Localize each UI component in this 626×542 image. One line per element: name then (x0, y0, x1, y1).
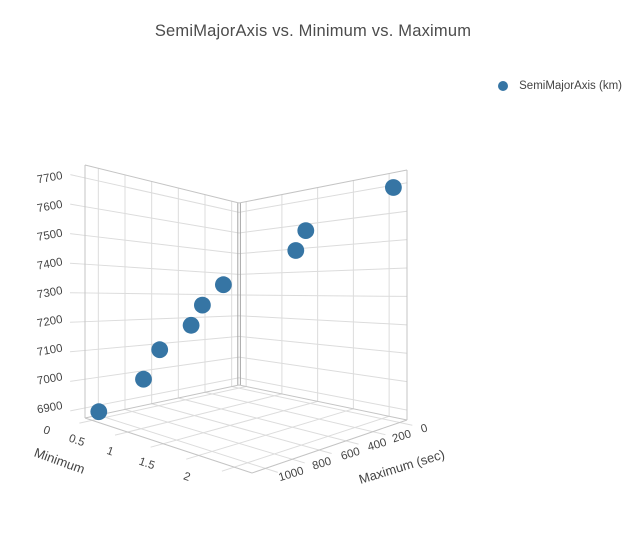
data-point-marker[interactable] (287, 242, 305, 259)
z-tick-label: 7000 (36, 371, 63, 387)
x-tick-label: 2 (182, 470, 192, 483)
z-gridline (69, 315, 408, 326)
floor-gridline-min (79, 386, 247, 424)
data-point-marker[interactable] (151, 341, 169, 359)
y-tick-label: 600 (340, 446, 362, 463)
floor-gridline-max (178, 397, 359, 445)
z-gridline (69, 262, 408, 275)
legend-label: SemiMajorAxis (km) (519, 80, 622, 92)
z-tick-label: 7100 (36, 343, 63, 359)
chart-title: SemiMajorAxis vs. Minimum vs. Maximum (154, 22, 472, 40)
floor-gridline-min (221, 415, 390, 472)
floor-front-left-edge (84, 417, 253, 474)
z-tick-label: 7700 (36, 170, 63, 186)
x-tick-label: 1.5 (137, 456, 156, 473)
z-tick-label: 7600 (36, 199, 63, 215)
y-tick-label: 1000 (277, 465, 305, 484)
z-gridline (70, 377, 408, 412)
z-gridline (70, 356, 408, 383)
data-points (90, 179, 402, 421)
data-point-marker[interactable] (135, 370, 152, 388)
axis-labels: 6900 7000 7100 7200 7300 7400 7500 7600 7700 0 0.5… (32, 170, 446, 487)
floor-gridline-min (114, 393, 283, 436)
z-gridline (70, 233, 408, 255)
data-point-marker[interactable] (297, 222, 315, 240)
z-tick-label: 7400 (36, 256, 63, 272)
y-tick-label: 800 (311, 456, 333, 473)
x-tick-label: 1 (105, 445, 115, 458)
bottom-left-wall-edge (84, 384, 240, 419)
bottom-right-wall-edge (238, 384, 408, 421)
legend-item-semimajoraxis[interactable]: SemiMajorAxis (km) (498, 80, 622, 92)
floor-gridline-max (98, 414, 278, 473)
floor-gridline-max (151, 403, 332, 455)
legend-marker-icon (498, 81, 509, 91)
top-left-wall-edge (84, 164, 240, 204)
data-point-marker[interactable] (194, 296, 211, 314)
x-tick-label: 0 (42, 424, 52, 437)
data-point-marker[interactable] (182, 316, 200, 334)
axis-edges (84, 164, 408, 474)
z-gridline (70, 203, 408, 234)
floor-gridline-min (186, 408, 354, 460)
x-axis-title: Minimum (32, 445, 87, 477)
z-gridline (70, 335, 408, 354)
data-point-marker[interactable] (385, 179, 402, 196)
floor-gridline-max (204, 391, 386, 436)
x-tick-label: 0.5 (67, 433, 86, 450)
z-gridline (69, 292, 408, 297)
floor-gridline-min (150, 400, 318, 448)
floor-gridline-max (231, 386, 413, 426)
y-tick-label: 400 (366, 437, 388, 454)
data-point-marker[interactable] (215, 276, 232, 294)
top-right-wall-edge (238, 169, 408, 204)
floor-front-right-edge (251, 419, 408, 474)
z-tick-label: 7200 (36, 314, 63, 330)
data-point-marker[interactable] (90, 403, 108, 421)
floor-gridline-max (124, 408, 305, 464)
z-tick-label: 6900 (36, 400, 63, 416)
y-tick-label: 0 (419, 422, 429, 435)
y-tick-label: 200 (391, 428, 413, 445)
z-gridline (70, 174, 408, 213)
grid-lines (69, 168, 413, 473)
z-tick-label: 7500 (36, 228, 63, 244)
z-tick-label: 7300 (36, 285, 63, 301)
